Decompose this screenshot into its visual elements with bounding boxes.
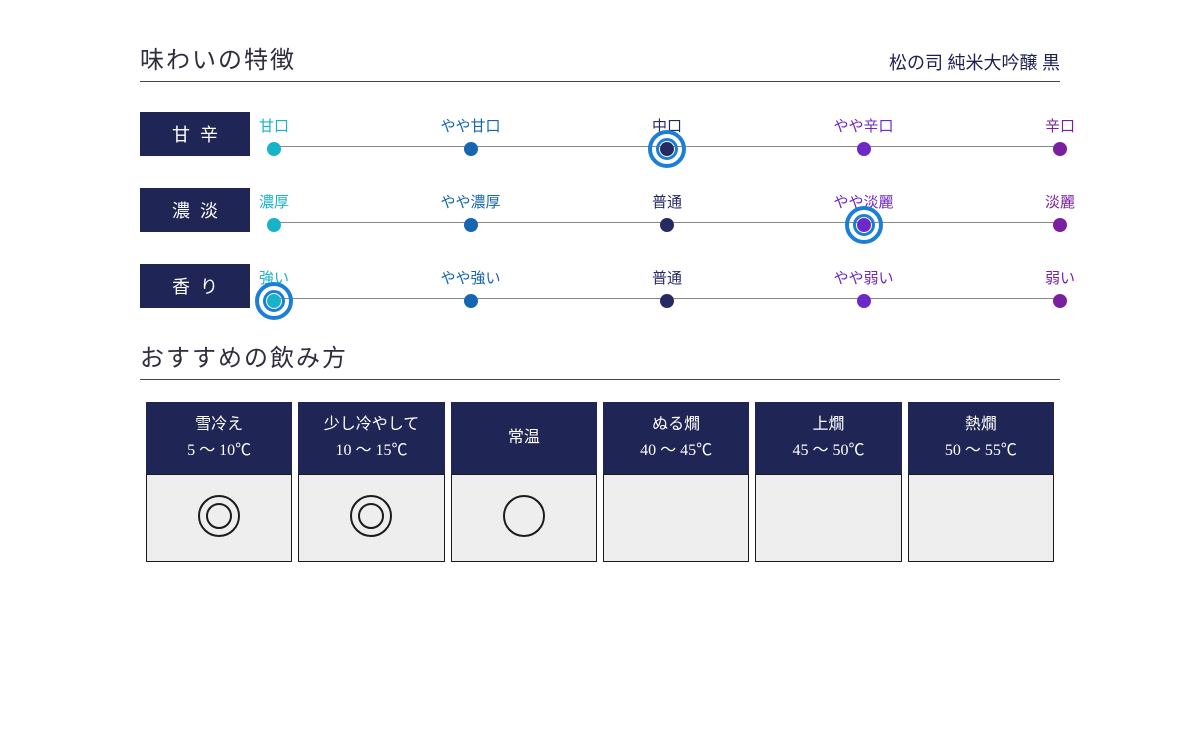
scale-point-label: やや強い — [440, 267, 500, 288]
scale-point: やや甘口 — [440, 115, 500, 156]
scale-point: 中口 — [652, 115, 682, 156]
scale-track: 甘口やや甘口中口やや辛口辛口 — [274, 110, 1060, 156]
serve-cell — [603, 474, 749, 562]
scale-point: やや辛口 — [833, 115, 893, 156]
serve-col-name: 雪冷え — [146, 412, 292, 438]
scale-point: やや強い — [440, 267, 500, 308]
scale-point: やや淡麗 — [833, 191, 893, 232]
scale-badge: 甘辛 — [140, 112, 250, 156]
serve-cell — [451, 474, 597, 562]
serve-table: 雪冷え5 〜 10℃少し冷やして10 〜 15℃ 常温ぬる燗40 〜 45℃上燗4… — [140, 402, 1060, 562]
scale-point: 弱い — [1045, 267, 1075, 308]
scale-point: 普通 — [652, 267, 682, 308]
scale-point-dot — [660, 142, 674, 156]
taste-scales: 甘辛甘口やや甘口中口やや辛口辛口濃淡濃厚やや濃厚普通やや淡麗淡麗香り強いやや強い… — [140, 110, 1060, 308]
scale-track: 濃厚やや濃厚普通やや淡麗淡麗 — [274, 186, 1060, 232]
scale-row: 香り強いやや強い普通やや弱い弱い — [140, 262, 1060, 308]
serve-title: おすすめの飲み方 — [140, 338, 1060, 380]
scale-point-label: やや辛口 — [833, 115, 893, 136]
serve-col-name: 熱燗 — [908, 412, 1054, 438]
serve-col-name: 常温 — [451, 425, 597, 451]
scale-point: 辛口 — [1045, 115, 1075, 156]
scale-track: 強いやや強い普通やや弱い弱い — [274, 262, 1060, 308]
product-name: 松の司 純米大吟醸 黒 — [889, 49, 1060, 75]
serve-col-range: 40 〜 45℃ — [603, 438, 749, 464]
serve-col-header: ぬる燗40 〜 45℃ — [603, 402, 749, 474]
serve-col-header: 少し冷やして10 〜 15℃ — [298, 402, 444, 474]
scale-point-dot — [267, 218, 281, 232]
serve-col-header: 常温 — [451, 402, 597, 474]
serve-col-range: 50 〜 55℃ — [908, 438, 1054, 464]
scale-point-dot — [267, 294, 281, 308]
scale-point-label: 淡麗 — [1045, 191, 1075, 212]
scale-badge: 香り — [140, 264, 250, 308]
scale-point-label: 濃厚 — [259, 191, 289, 212]
serve-cell — [908, 474, 1054, 562]
scale-point-dot — [1053, 142, 1067, 156]
scale-point: 強い — [259, 267, 289, 308]
scale-point-dot — [660, 294, 674, 308]
scale-point-dot — [463, 294, 477, 308]
circle-icon — [503, 495, 545, 537]
scale-point-dot — [267, 142, 281, 156]
serve-cell — [146, 474, 292, 562]
scale-row: 甘辛甘口やや甘口中口やや辛口辛口 — [140, 110, 1060, 156]
scale-point-dot — [463, 218, 477, 232]
scale-point: 甘口 — [259, 115, 289, 156]
scale-point-label: 甘口 — [259, 115, 289, 136]
scale-point: 淡麗 — [1045, 191, 1075, 232]
scale-point: 普通 — [652, 191, 682, 232]
taste-section-header: 味わいの特徴 松の司 純米大吟醸 黒 — [140, 40, 1060, 82]
scale-point-label: 弱い — [1045, 267, 1075, 288]
scale-point-label: 普通 — [652, 191, 682, 212]
serve-col-header: 上燗45 〜 50℃ — [755, 402, 901, 474]
scale-point-dot — [1053, 294, 1067, 308]
serve-col-name: 少し冷やして — [298, 412, 444, 438]
taste-title: 味わいの特徴 — [140, 40, 296, 75]
scale-point-dot — [856, 218, 870, 232]
scale-point: やや弱い — [833, 267, 893, 308]
serve-col-range: 10 〜 15℃ — [298, 438, 444, 464]
scale-point-label: 普通 — [652, 267, 682, 288]
scale-point-dot — [856, 294, 870, 308]
serve-col-name: 上燗 — [755, 412, 901, 438]
serve-table-head-row: 雪冷え5 〜 10℃少し冷やして10 〜 15℃ 常温ぬる燗40 〜 45℃上燗4… — [146, 402, 1054, 474]
scale-point-label: やや甘口 — [440, 115, 500, 136]
serve-col-header: 熱燗50 〜 55℃ — [908, 402, 1054, 474]
serve-col-header: 雪冷え5 〜 10℃ — [146, 402, 292, 474]
serve-cell — [755, 474, 901, 562]
scale-point: 濃厚 — [259, 191, 289, 232]
serve-table-body-row — [146, 474, 1054, 562]
scale-point: やや濃厚 — [440, 191, 500, 232]
scale-point-dot — [463, 142, 477, 156]
scale-point-label: やや弱い — [833, 267, 893, 288]
scale-point-label: 辛口 — [1045, 115, 1075, 136]
scale-point-dot — [1053, 218, 1067, 232]
serve-cell — [298, 474, 444, 562]
serve-col-range: 45 〜 50℃ — [755, 438, 901, 464]
scale-point-dot — [660, 218, 674, 232]
double-circle-icon — [198, 495, 240, 537]
double-circle-icon — [350, 495, 392, 537]
scale-row: 濃淡濃厚やや濃厚普通やや淡麗淡麗 — [140, 186, 1060, 232]
scale-point-dot — [856, 142, 870, 156]
serve-col-name: ぬる燗 — [603, 412, 749, 438]
scale-point-label: やや濃厚 — [440, 191, 500, 212]
serve-col-range: 5 〜 10℃ — [146, 438, 292, 464]
scale-badge: 濃淡 — [140, 188, 250, 232]
